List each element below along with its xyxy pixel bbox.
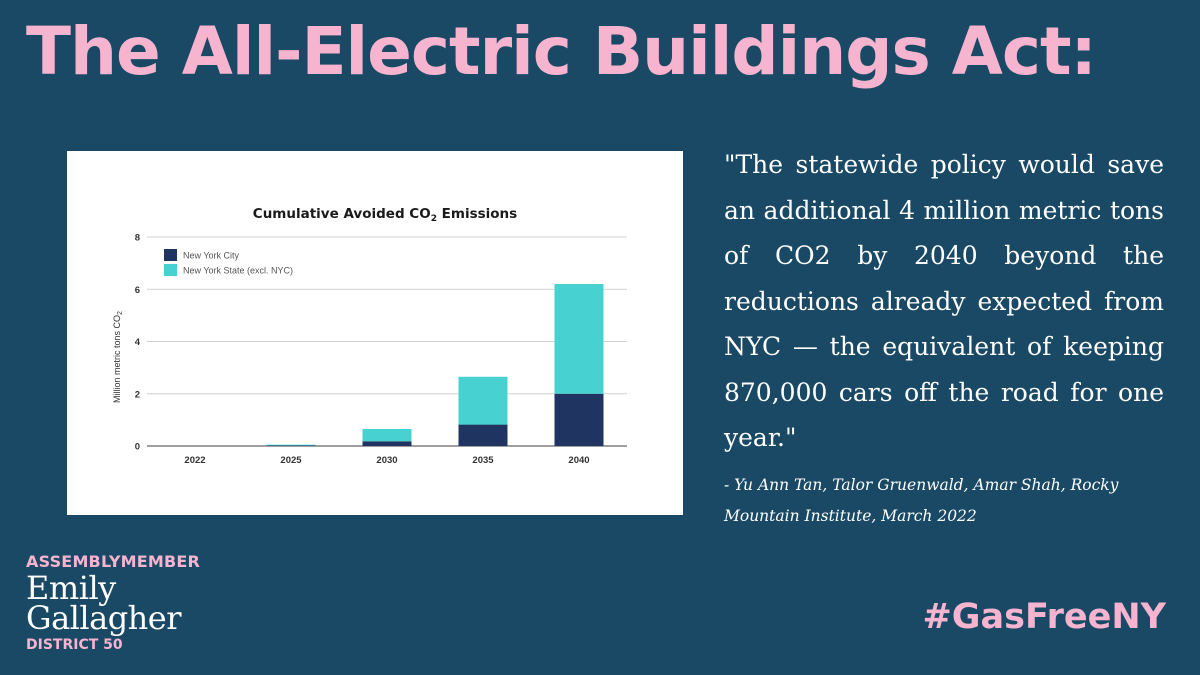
hashtag: #GasFreeNY bbox=[922, 597, 1166, 637]
signature-last-name: Gallagher bbox=[26, 599, 182, 637]
y-tick-2: 2 bbox=[135, 389, 140, 400]
chart-title: Cumulative Avoided CO2 Emissions bbox=[253, 206, 517, 224]
y-tick-0: 0 bbox=[135, 442, 140, 453]
bar-2035-series-1 bbox=[458, 424, 508, 446]
x-tick-2030: 2030 bbox=[376, 455, 397, 466]
legend-swatch-1 bbox=[164, 249, 177, 261]
bar-2030-series-2 bbox=[362, 429, 412, 442]
quote-attribution: - Yu Ann Tan, Talor Gruenwald, Amar Shah… bbox=[724, 476, 1119, 525]
assemblymember-signature: ASSEMBLYMEMBER Emily Gallagher DISTRICT … bbox=[26, 551, 226, 655]
bar-2040-series-1 bbox=[554, 393, 604, 446]
headline: The All-Electric Buildings Act: bbox=[26, 13, 1097, 90]
x-tick-2022: 2022 bbox=[184, 455, 205, 466]
legend-label-1: New York City bbox=[183, 251, 240, 261]
y-tick-8: 8 bbox=[135, 233, 140, 244]
legend-label-2: New York State (excl. NYC) bbox=[183, 266, 293, 276]
bars bbox=[266, 284, 604, 446]
bar-2035-series-2 bbox=[458, 376, 508, 425]
quote-text: "The statewide policy would save an addi… bbox=[724, 150, 1164, 452]
bar-2040-series-2 bbox=[554, 284, 604, 394]
signature-district: DISTRICT 50 bbox=[26, 637, 123, 653]
signature-title: ASSEMBLYMEMBER bbox=[26, 552, 201, 571]
y-axis-label: Million metric tons CO2 bbox=[112, 311, 124, 403]
bar-2025-series-1 bbox=[266, 445, 316, 446]
signature-first-name: Emily bbox=[26, 569, 116, 607]
chart-card: Cumulative Avoided CO2 Emissions Million… bbox=[67, 151, 683, 515]
bar-2025-series-2 bbox=[266, 444, 316, 446]
legend-swatch-2 bbox=[164, 264, 177, 276]
x-tick-2035: 2035 bbox=[472, 455, 494, 466]
x-tick-2025: 2025 bbox=[280, 455, 302, 466]
y-tick-4: 4 bbox=[135, 337, 141, 348]
bar-2030-series-1 bbox=[362, 441, 412, 446]
tick-labels: 0 2 4 6 8 2022 2025 2030 2035 2040 bbox=[135, 233, 590, 467]
legend: New York City New York State (excl. NYC) bbox=[164, 249, 293, 276]
stacked-bar-chart: Cumulative Avoided CO2 Emissions Million… bbox=[112, 206, 627, 467]
x-tick-2040: 2040 bbox=[568, 455, 589, 466]
y-tick-6: 6 bbox=[135, 285, 140, 296]
